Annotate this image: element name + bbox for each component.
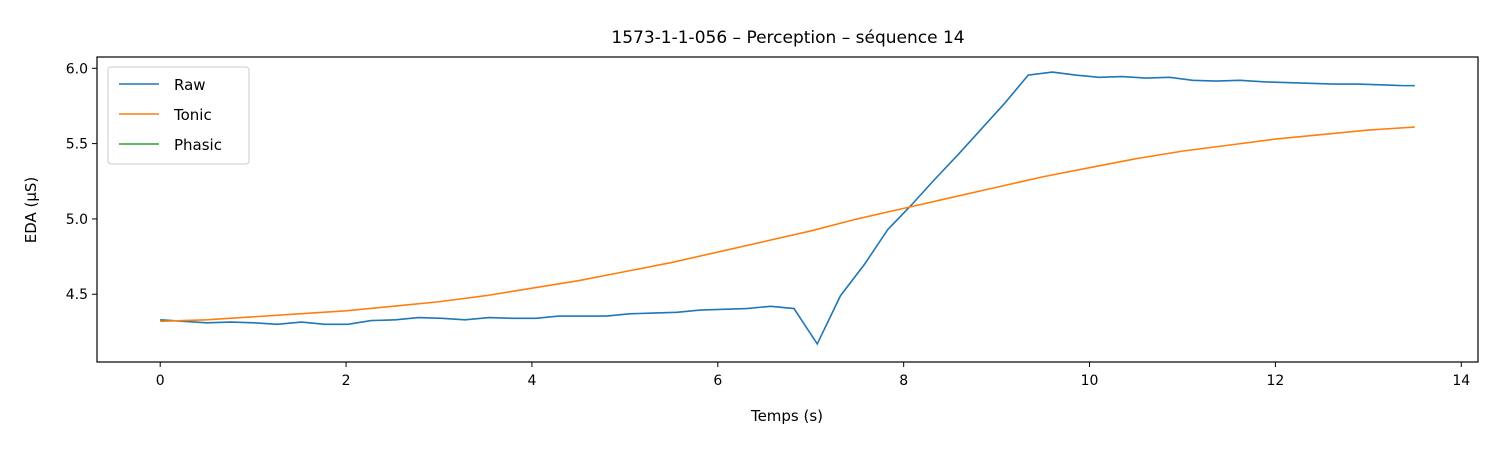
y-tick-label: 6.0 [66,61,88,77]
x-tick-label: 0 [156,373,165,389]
x-tick-label: 4 [527,373,536,389]
legend-label-tonic: Tonic [173,106,212,124]
legend: Raw Tonic Phasic [107,66,250,165]
legend-box [107,66,250,165]
x-tick-label: 14 [1452,373,1470,389]
y-axis-label: EDA (µS) [22,177,40,244]
y-axis: 4.5 5.0 5.5 6.0 [66,61,97,303]
chart-title: 1573-1-1-056 – Perception – séquence 14 [611,28,964,48]
plot-area [160,71,1415,346]
y-tick-label: 4.5 [66,287,88,303]
x-tick-label: 10 [1081,373,1099,389]
x-tick-label: 12 [1266,373,1284,389]
x-tick-label: 6 [713,373,722,389]
x-axis: 0 2 4 6 8 10 12 14 [156,362,1470,389]
series-line-raw [160,71,1415,346]
x-tick-label: 8 [899,373,908,389]
series-line-tonic [160,126,1415,323]
legend-label-phasic: Phasic [174,136,222,154]
x-tick-label: 2 [342,373,351,389]
y-tick-label: 5.0 [66,212,88,228]
legend-label-raw: Raw [174,76,206,94]
x-axis-label: Temps (s) [750,407,823,425]
y-tick-label: 5.5 [66,137,88,153]
plot-frame [96,56,1479,363]
